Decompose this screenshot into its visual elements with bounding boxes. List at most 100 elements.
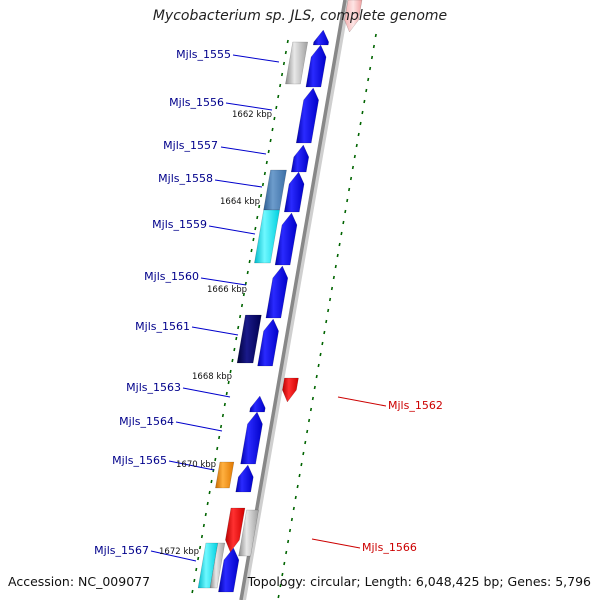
gene-label-mjls-1565[interactable]: Mjls_1565 [112, 454, 167, 467]
mjls-1563-arrow[interactable] [249, 395, 266, 413]
right-track-dot [321, 341, 324, 346]
mjls-1567-gray-block[interactable] [209, 542, 226, 589]
genome-axis [239, 0, 347, 600]
right-track-dot [315, 374, 318, 379]
right-track-dot [290, 517, 293, 522]
left-track-dot [191, 589, 194, 594]
right-track-dot [357, 132, 360, 137]
right-track-dot [311, 396, 314, 401]
leader-line [175, 421, 223, 432]
mjls-1561-block[interactable] [236, 314, 262, 364]
leader-line [337, 396, 387, 407]
gene-label-mjls-1557[interactable]: Mjls_1557 [163, 139, 218, 152]
left-track-dot [231, 358, 234, 363]
left-track-dot [284, 50, 287, 55]
mjls-1555-arrow[interactable] [305, 44, 327, 88]
leader-line [208, 225, 256, 235]
mjls-1560-arrow[interactable] [265, 265, 289, 319]
left-track-dot [261, 182, 265, 187]
left-track-dot [225, 391, 228, 396]
mjls-1556-arrow[interactable] [295, 87, 319, 144]
left-track-dot [275, 105, 278, 110]
left-track-dot [254, 226, 257, 231]
leader-line [182, 387, 231, 398]
left-track-dot [248, 259, 251, 264]
kbp-tick-label: 1666 kbp [207, 285, 247, 295]
right-track-dot [353, 154, 356, 159]
mjls-1558-block[interactable] [263, 169, 287, 211]
leader-line [191, 326, 239, 336]
left-track-dot [210, 479, 213, 484]
track-guides [191, 33, 377, 599]
left-track-dot [202, 523, 205, 528]
left-track-dot [219, 424, 223, 429]
mjls-1565-block[interactable] [215, 461, 235, 489]
mjls-1555-body[interactable] [312, 29, 329, 46]
gene-label-mjls-1564[interactable]: Mjls_1564 [119, 415, 174, 428]
left-track-dot [265, 160, 268, 165]
right-track-dot [323, 330, 326, 335]
right-track-dot [365, 88, 368, 93]
gene-label-mjls-1555[interactable]: Mjls_1555 [176, 48, 231, 61]
mjls-1558-arrow[interactable] [283, 171, 305, 213]
right-track-dot [361, 110, 364, 115]
gene-features [197, 0, 363, 593]
mjls-1555-gray-block[interactable] [285, 41, 309, 85]
right-track-dot [304, 440, 307, 445]
gene-label-mjls-1556[interactable]: Mjls_1556 [169, 96, 224, 109]
gene-label-mjls-1562[interactable]: Mjls_1562 [388, 399, 443, 412]
right-track-dot [298, 473, 301, 478]
leader-line [150, 550, 197, 562]
mjls-1567-fwd-arrow[interactable] [218, 547, 240, 593]
mjls-1562-arrow[interactable] [282, 377, 299, 403]
left-track-dot [227, 380, 230, 385]
mjls-1557-arrow[interactable] [290, 144, 310, 173]
left-track-dot [195, 567, 198, 572]
gene-label-mjls-1559[interactable]: Mjls_1559 [152, 218, 207, 231]
left-track-dot [250, 248, 253, 253]
label-leader-lines [150, 54, 387, 562]
gene-label-mjls-1561[interactable]: Mjls_1561 [135, 320, 190, 333]
gene-label-mjls-1567[interactable]: Mjls_1567 [94, 544, 149, 557]
right-track-dot [340, 231, 343, 236]
gene-label-mjls-1558[interactable]: Mjls_1558 [158, 172, 213, 185]
left-track-dot [271, 127, 274, 132]
left-track-dot [208, 490, 211, 495]
gene-label-mjls-1560[interactable]: Mjls_1560 [144, 270, 199, 283]
left-track-dot [258, 204, 261, 209]
right-track-dot [328, 297, 332, 302]
left-track-dot [282, 61, 286, 66]
left-track-dot [242, 292, 245, 297]
kbp-tick-label: 1664 kbp [220, 197, 260, 207]
right-track-dot [346, 198, 349, 203]
gene-label-mjls-1566[interactable]: Mjls_1566 [362, 541, 417, 554]
mjls-1559-block[interactable] [254, 209, 280, 264]
left-track-dot [198, 545, 202, 550]
left-track-dot [214, 457, 217, 462]
left-track-dot [256, 215, 259, 220]
right-track-dot [338, 242, 341, 247]
left-track-dot [279, 83, 282, 88]
mjls-1566-arrow[interactable] [225, 507, 246, 553]
top-partial-gene[interactable] [344, 0, 363, 33]
mjls-1561-arrow[interactable] [257, 318, 279, 367]
left-track-dot [237, 325, 240, 330]
left-track-dot [240, 303, 244, 308]
left-track-dot [200, 534, 204, 539]
accession-text: Accession: NC_009077 [8, 574, 151, 589]
right-track-dot [332, 275, 335, 280]
mjls-1564-arrow[interactable] [240, 411, 263, 465]
right-track-dot [336, 253, 339, 258]
left-track-dot [193, 578, 196, 583]
mjls-1565-fwd-arrow[interactable] [235, 464, 254, 493]
gene-label-mjls-1563[interactable]: Mjls_1563 [126, 381, 181, 394]
left-track-dot [267, 149, 270, 154]
mjls-1559-arrow[interactable] [274, 212, 298, 266]
right-track-dot [277, 594, 280, 599]
mjls-1566-gray-block[interactable] [238, 509, 259, 557]
right-track-dot [370, 55, 374, 60]
kbp-tick-label: 1672 kbp [159, 547, 199, 557]
right-track-dot [296, 484, 299, 489]
right-track-dot [309, 407, 313, 412]
right-track-dot [334, 264, 337, 269]
